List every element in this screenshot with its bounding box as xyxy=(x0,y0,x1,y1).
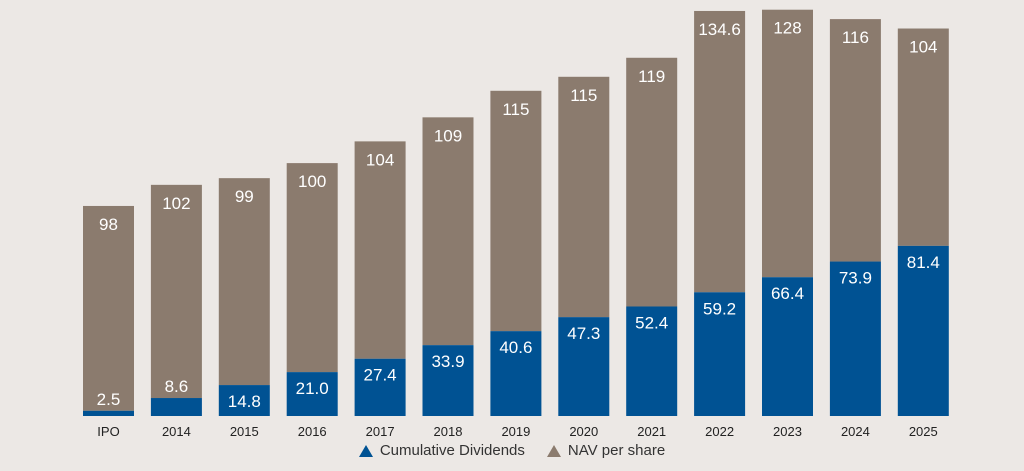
data-label-dividends: 47.3 xyxy=(567,324,600,343)
legend-label: Cumulative Dividends xyxy=(379,442,525,459)
bar-dividends xyxy=(558,317,610,416)
legend: Cumulative Dividends NAV per share xyxy=(0,442,1024,459)
legend-item-dividends: Cumulative Dividends xyxy=(358,442,525,459)
bar-nav xyxy=(829,19,881,262)
bar-nav xyxy=(354,141,406,359)
x-tick-label: 2018 xyxy=(434,424,463,439)
stacked-bar-chart: 98 2.5 IPO 102 8.6 2014 99 14.8 2015 100 21.0 2016 1… xyxy=(83,9,949,439)
bar-dividends xyxy=(829,261,881,416)
data-label-nav: 119 xyxy=(638,67,665,86)
bar-nav xyxy=(150,184,202,399)
data-label-nav: 115 xyxy=(570,86,597,105)
data-label-dividends: 40.6 xyxy=(499,338,532,357)
data-label-nav: 100 xyxy=(298,172,326,191)
x-tick-label: 2016 xyxy=(298,424,327,439)
bar-nav xyxy=(422,117,474,346)
data-label-nav: 102 xyxy=(162,194,190,213)
data-label-dividends: 73.9 xyxy=(839,269,872,288)
bar-nav xyxy=(490,90,542,332)
triangle-icon xyxy=(546,444,561,457)
bar-nav xyxy=(218,178,270,386)
data-label-nav: 134.6 xyxy=(698,20,741,39)
data-label-dividends: 52.4 xyxy=(635,313,668,332)
bar-dividends xyxy=(422,345,474,416)
bar-dividends xyxy=(897,245,949,416)
bar-dividends xyxy=(150,398,202,416)
bar-nav xyxy=(83,205,134,411)
bar-nav xyxy=(694,10,746,293)
data-label-nav: 128 xyxy=(773,19,801,38)
bar-dividends xyxy=(762,277,813,416)
data-label-dividends: 59.2 xyxy=(703,299,736,318)
x-tick-label: 2019 xyxy=(501,424,530,439)
data-label-dividends: 33.9 xyxy=(431,352,464,371)
x-tick-label: 2023 xyxy=(773,424,802,439)
legend-item-nav: NAV per share xyxy=(546,442,666,459)
bar-dividends xyxy=(490,331,542,416)
bar-nav xyxy=(286,163,338,373)
data-label-dividends: 81.4 xyxy=(907,253,940,272)
data-label-nav: 104 xyxy=(366,150,394,169)
data-label-nav: 104 xyxy=(909,38,937,57)
x-tick-label: 2014 xyxy=(162,424,191,439)
legend-label: NAV per share xyxy=(567,442,666,459)
x-tick-label: 2021 xyxy=(637,424,666,439)
bar-nav xyxy=(626,57,678,307)
data-label-nav: 99 xyxy=(235,187,254,206)
data-label-dividends: 66.4 xyxy=(771,284,804,303)
x-tick-label: 2025 xyxy=(909,424,938,439)
x-tick-label: IPO xyxy=(97,424,119,439)
data-label-dividends: 8.6 xyxy=(165,377,189,396)
x-tick-label: 2022 xyxy=(705,424,734,439)
bar-nav xyxy=(762,9,813,278)
bar-nav xyxy=(897,28,949,246)
data-label-nav: 116 xyxy=(842,28,869,47)
data-label-dividends: 2.5 xyxy=(97,390,121,409)
data-label-dividends: 27.4 xyxy=(364,366,397,385)
bar-nav xyxy=(558,76,610,318)
data-label-nav: 115 xyxy=(502,100,529,119)
data-label-dividends: 21.0 xyxy=(296,379,329,398)
x-tick-label: 2015 xyxy=(230,424,259,439)
data-label-dividends: 14.8 xyxy=(228,392,261,411)
bar-dividends xyxy=(218,385,270,416)
bar-dividends xyxy=(354,358,406,416)
x-tick-label: 2017 xyxy=(366,424,395,439)
bar-dividends xyxy=(286,372,338,416)
bar-dividends xyxy=(83,410,134,416)
bar-dividends xyxy=(626,306,678,416)
bar-dividends xyxy=(694,292,746,416)
x-tick-label: 2020 xyxy=(569,424,598,439)
triangle-icon xyxy=(358,444,373,457)
data-label-nav: 109 xyxy=(434,126,462,145)
x-tick-label: 2024 xyxy=(841,424,870,439)
data-label-nav: 98 xyxy=(99,215,118,234)
